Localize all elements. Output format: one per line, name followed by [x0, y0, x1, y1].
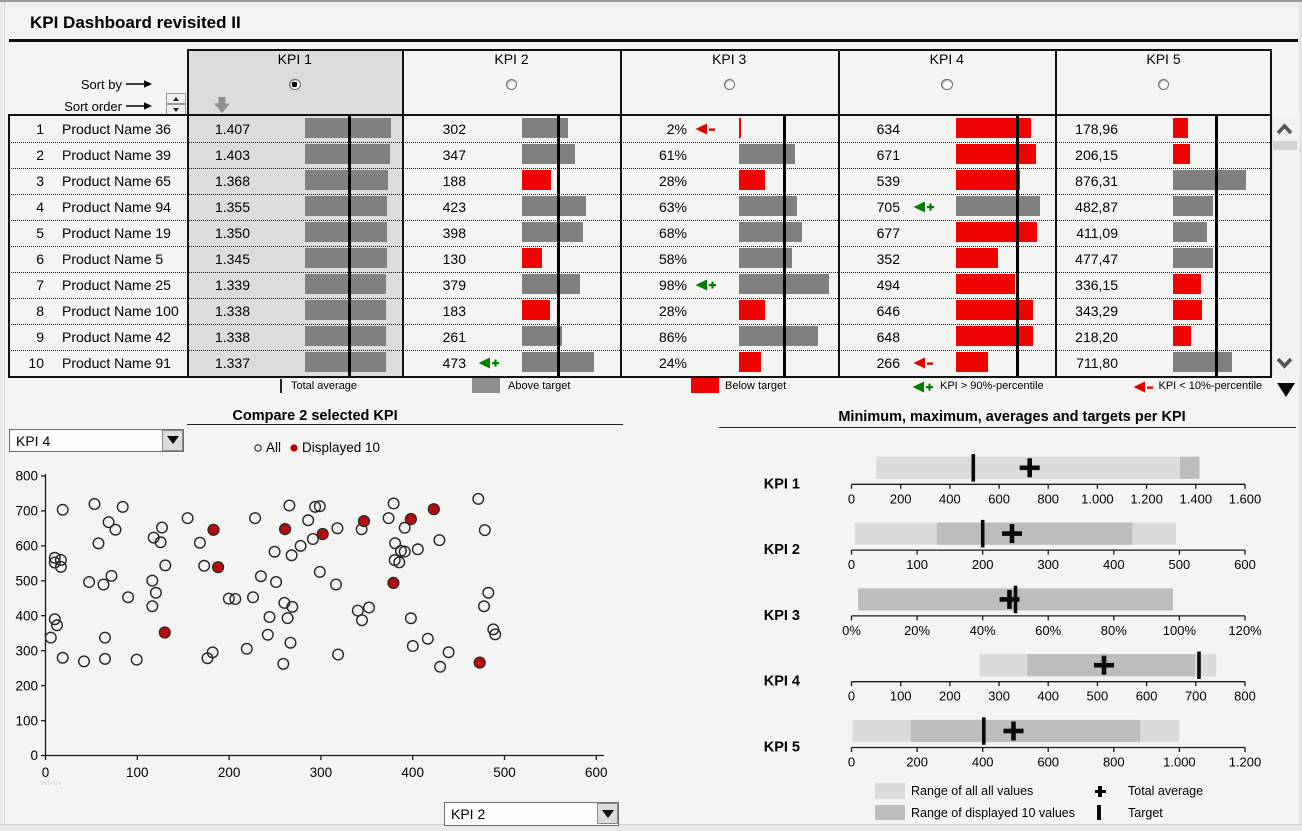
svg-text:800: 800 [1037, 491, 1059, 506]
svg-text:300: 300 [310, 765, 333, 780]
svg-text:100: 100 [890, 689, 912, 704]
svg-text:1.200: 1.200 [1229, 755, 1262, 770]
svg-text:400: 400 [1103, 557, 1125, 572]
svg-text:700: 700 [15, 504, 38, 519]
svg-text:200: 200 [939, 689, 961, 704]
svg-text:1.400: 1.400 [1180, 491, 1213, 506]
svg-text:500: 500 [1087, 689, 1109, 704]
svg-text:300: 300 [988, 689, 1010, 704]
svg-text:0: 0 [848, 755, 855, 770]
svg-text:40%: 40% [970, 623, 996, 638]
svg-text:0: 0 [848, 491, 855, 506]
svg-text:300: 300 [1037, 557, 1059, 572]
svg-text:700: 700 [1185, 689, 1207, 704]
svg-text:600: 600 [1136, 689, 1158, 704]
svg-text:500: 500 [493, 765, 516, 780]
svg-text:200: 200 [972, 557, 994, 572]
svg-text:800: 800 [15, 469, 38, 484]
svg-text:500: 500 [15, 574, 38, 589]
svg-text:600: 600 [585, 765, 608, 780]
svg-text:KPI 2: KPI 2 [764, 542, 800, 558]
svg-text:100: 100 [126, 765, 149, 780]
svg-text:blog: blog [41, 779, 62, 785]
svg-text:500: 500 [1169, 557, 1191, 572]
svg-text:80%: 80% [1101, 623, 1127, 638]
svg-text:1.600: 1.600 [1229, 491, 1262, 506]
svg-text:1.000: 1.000 [1081, 491, 1114, 506]
svg-text:0: 0 [848, 689, 855, 704]
svg-text:0: 0 [848, 557, 855, 572]
svg-text:400: 400 [401, 765, 424, 780]
svg-text:400: 400 [1037, 689, 1059, 704]
svg-text:KPI 1: KPI 1 [764, 476, 800, 492]
svg-text:400: 400 [15, 608, 38, 623]
svg-text:KPI 5: KPI 5 [764, 740, 800, 756]
svg-text:100: 100 [15, 713, 38, 728]
svg-text:600: 600 [1234, 557, 1256, 572]
svg-text:200: 200 [218, 765, 241, 780]
svg-text:800: 800 [1103, 755, 1125, 770]
svg-text:200: 200 [906, 755, 928, 770]
svg-text:KPI 4: KPI 4 [764, 674, 800, 690]
svg-text:800: 800 [1234, 689, 1256, 704]
svg-text:600: 600 [1037, 755, 1059, 770]
svg-text:0: 0 [42, 765, 50, 780]
svg-text:KPI 3: KPI 3 [764, 608, 800, 624]
svg-text:200: 200 [890, 491, 912, 506]
svg-text:1.000: 1.000 [1163, 755, 1196, 770]
svg-text:300: 300 [15, 643, 38, 658]
svg-text:100: 100 [906, 557, 928, 572]
svg-text:1.200: 1.200 [1130, 491, 1163, 506]
svg-text:600: 600 [988, 491, 1010, 506]
svg-text:100%: 100% [1163, 623, 1197, 638]
svg-text:400: 400 [939, 491, 961, 506]
svg-text:600: 600 [15, 539, 38, 554]
svg-text:0%: 0% [842, 623, 861, 638]
svg-text:0: 0 [30, 748, 38, 763]
svg-text:400: 400 [972, 755, 994, 770]
svg-text:120%: 120% [1228, 623, 1262, 638]
svg-text:60%: 60% [1035, 623, 1061, 638]
svg-text:20%: 20% [904, 623, 930, 638]
svg-text:200: 200 [15, 678, 38, 693]
